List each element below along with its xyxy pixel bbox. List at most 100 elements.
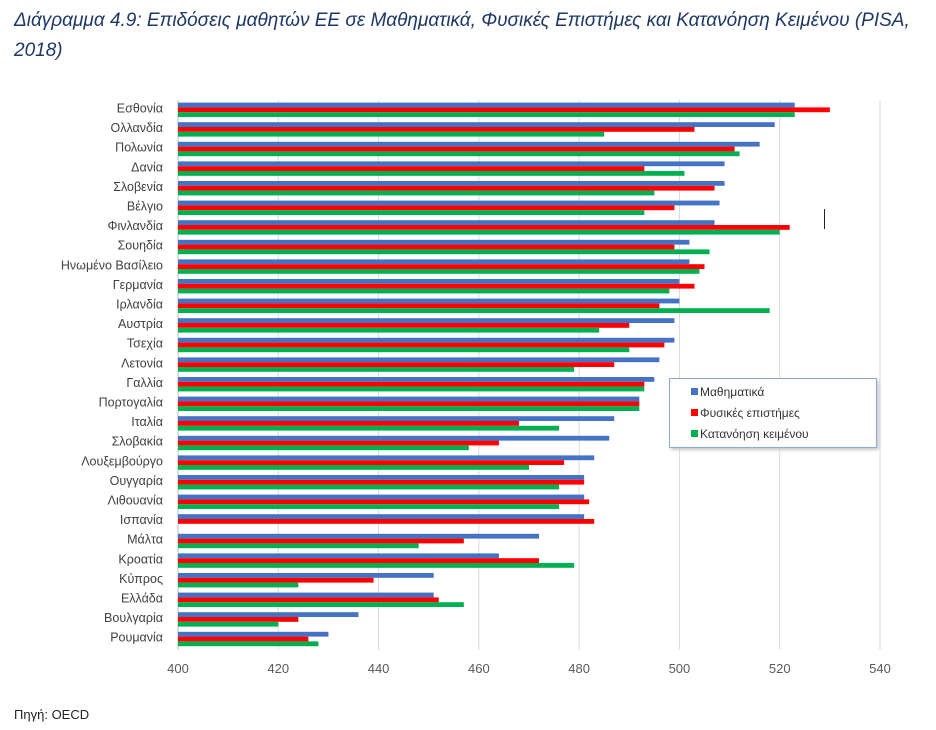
bar-science — [178, 460, 565, 465]
bar-reading — [178, 543, 419, 549]
legend-item-reading: Κατανόηση κειμένου — [691, 425, 809, 443]
bar-math — [178, 631, 329, 637]
bar-science — [178, 440, 499, 446]
bar-reading — [178, 190, 655, 196]
bar-math — [178, 357, 660, 363]
bar-math — [178, 455, 595, 461]
category-label: Σλοβενία — [113, 180, 163, 194]
bar-science — [178, 107, 830, 113]
category-label: Δανία — [131, 160, 163, 174]
bar-math — [178, 612, 359, 617]
bar-science — [178, 244, 675, 250]
bar-reading — [178, 171, 685, 176]
bar-math — [178, 298, 680, 304]
bar-math — [178, 239, 690, 245]
x-tick-label: 540 — [869, 661, 891, 676]
bar-math — [178, 475, 585, 480]
bar-math — [178, 337, 675, 343]
bar-reading — [178, 641, 319, 647]
category-label: Βέλγιο — [127, 200, 163, 214]
bar-science — [178, 479, 585, 485]
category-label: Βουλγαρία — [104, 611, 163, 625]
bar-reading — [178, 288, 670, 294]
bar-science — [178, 127, 695, 132]
bar-math — [178, 396, 640, 402]
legend: Μαθηματικά Φυσικές επιστήμες Κατανόηση κ… — [669, 378, 877, 448]
bar-science — [178, 342, 665, 348]
category-label: Τσεχία — [127, 337, 163, 351]
category-label: Εσθονία — [117, 102, 163, 116]
bar-reading — [178, 229, 780, 235]
category-label: Λιθουανία — [108, 494, 163, 508]
legend-label-math: Μαθηματικά — [700, 385, 765, 399]
category-label: Γαλλία — [126, 376, 163, 390]
bar-science — [178, 617, 299, 622]
bar-reading — [178, 445, 469, 451]
bar-reading — [178, 484, 560, 490]
category-label: Πορτογαλία — [99, 396, 163, 410]
bar-science — [178, 264, 705, 269]
bar-reading — [178, 249, 710, 255]
bar-science — [178, 401, 640, 407]
category-label: Γερμανία — [113, 278, 163, 292]
bar-reading — [178, 504, 560, 509]
bar-reading — [178, 465, 529, 470]
category-label: Ελλάδα — [121, 592, 163, 606]
bar-math — [178, 141, 760, 147]
category-label: Λετονία — [121, 356, 163, 370]
category-label: Αυστρία — [118, 317, 163, 331]
category-label: Σουηδία — [118, 239, 163, 253]
bar-science — [178, 558, 540, 563]
category-label: Ιρλανδία — [116, 298, 163, 312]
bar-science — [178, 597, 439, 603]
bar-science — [178, 185, 715, 191]
x-tick-label: 500 — [669, 661, 691, 676]
bar-reading — [178, 131, 605, 137]
text-cursor — [824, 209, 825, 229]
bar-science — [178, 636, 309, 642]
bar-science — [178, 303, 660, 309]
bar-reading — [178, 151, 740, 157]
bar-math — [178, 161, 725, 167]
bar-math — [178, 553, 499, 559]
category-label: Ηνωμένο Βασίλειο — [61, 258, 163, 272]
legend-label-science: Φυσικές επιστήμες — [700, 406, 800, 420]
bar-math — [178, 122, 775, 127]
category-label: Μάλτα — [127, 533, 163, 547]
category-label: Ουγγαρία — [110, 474, 163, 488]
bar-science — [178, 499, 590, 505]
source-note: Πηγή: OECD — [14, 707, 90, 722]
bar-math — [178, 279, 680, 284]
bar-math — [178, 377, 655, 382]
bar-science — [178, 323, 630, 328]
legend-label-reading: Κατανόηση κειμένου — [700, 427, 809, 441]
category-label: Σλοβακία — [112, 435, 163, 449]
bar-math — [178, 181, 725, 186]
legend-swatch-reading — [691, 430, 698, 437]
bar-math — [178, 220, 715, 225]
bar-math — [178, 416, 615, 421]
bar-science — [178, 225, 790, 230]
bar-science — [178, 205, 675, 211]
bar-reading — [178, 602, 464, 607]
bar-math — [178, 102, 795, 108]
bar-reading — [178, 582, 299, 588]
x-tick-label: 420 — [267, 661, 289, 676]
bar-reading — [178, 406, 640, 411]
bar-math — [178, 533, 540, 539]
category-label: Φινλανδία — [108, 219, 164, 233]
x-tick-label: 480 — [568, 661, 590, 676]
bar-reading — [178, 563, 575, 568]
bar-reading — [178, 347, 630, 353]
bar-reading — [178, 621, 279, 627]
category-label: Πολωνία — [115, 141, 163, 155]
bar-math — [178, 573, 434, 578]
bar-science — [178, 519, 595, 524]
bar-reading — [178, 269, 700, 274]
bar-science — [178, 146, 735, 152]
bar-math — [178, 494, 585, 500]
category-labels: Εσθονία Ολλανδία Πολωνία Δανία Σλοβενία Βέλγι… — [61, 102, 163, 645]
bar-reading — [178, 327, 600, 333]
bar-math — [178, 259, 690, 265]
